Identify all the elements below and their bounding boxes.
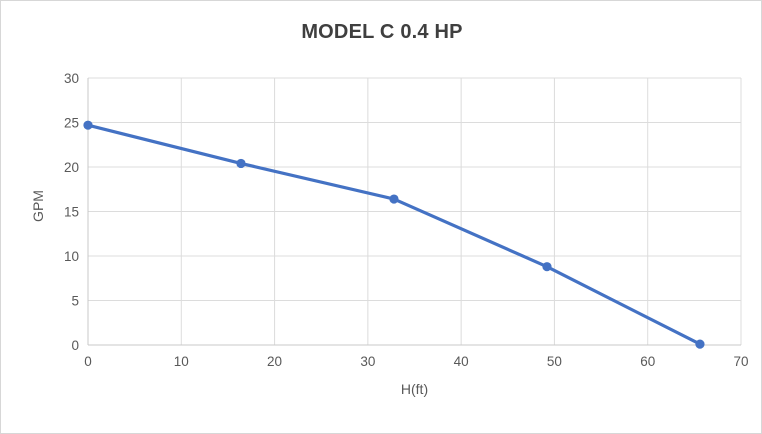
x-tick-label: 50 — [547, 354, 562, 369]
data-point-marker — [389, 194, 399, 204]
gridlines — [87, 77, 742, 346]
x-tick-label: 70 — [733, 354, 748, 369]
data-point-marker — [695, 339, 705, 349]
y-tick-label: 25 — [64, 116, 79, 131]
x-tick-label: 60 — [640, 354, 655, 369]
data-point-marker — [236, 158, 246, 169]
x-tick-label: 10 — [174, 354, 189, 369]
y-tick-label: 5 — [71, 294, 79, 309]
x-tick-label: 30 — [360, 354, 375, 369]
x-tick-label: 40 — [454, 354, 469, 369]
x-tick-label: 0 — [84, 354, 92, 369]
tick-labels: 0 5 10 15 20 25 30 0 10 20 30 40 50 60 70 — [64, 71, 749, 369]
data-point-marker — [83, 120, 93, 130]
x-axis-title: H(ft) — [400, 381, 429, 397]
y-tick-label: 20 — [64, 160, 79, 175]
y-tick-label: 15 — [64, 205, 79, 220]
x-tick-label: 20 — [267, 354, 282, 369]
y-tick-label: 10 — [64, 249, 79, 264]
data-series — [83, 120, 705, 349]
y-tick-label: 0 — [71, 338, 79, 353]
chart-title: MODEL C 0.4 HP — [301, 21, 463, 43]
y-tick-label: 30 — [64, 71, 79, 86]
data-point-marker — [542, 262, 552, 272]
series-line — [86, 123, 702, 346]
y-axis-title: GPM — [30, 190, 46, 222]
